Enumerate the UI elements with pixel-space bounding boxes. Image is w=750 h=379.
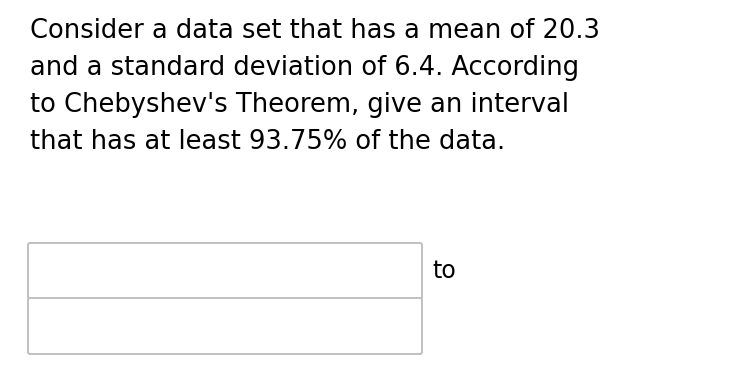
FancyBboxPatch shape: [28, 298, 422, 354]
FancyBboxPatch shape: [28, 243, 422, 299]
Text: Consider a data set that has a mean of 20.3
and a standard deviation of 6.4. Acc: Consider a data set that has a mean of 2…: [30, 18, 600, 155]
Text: to: to: [432, 259, 456, 283]
